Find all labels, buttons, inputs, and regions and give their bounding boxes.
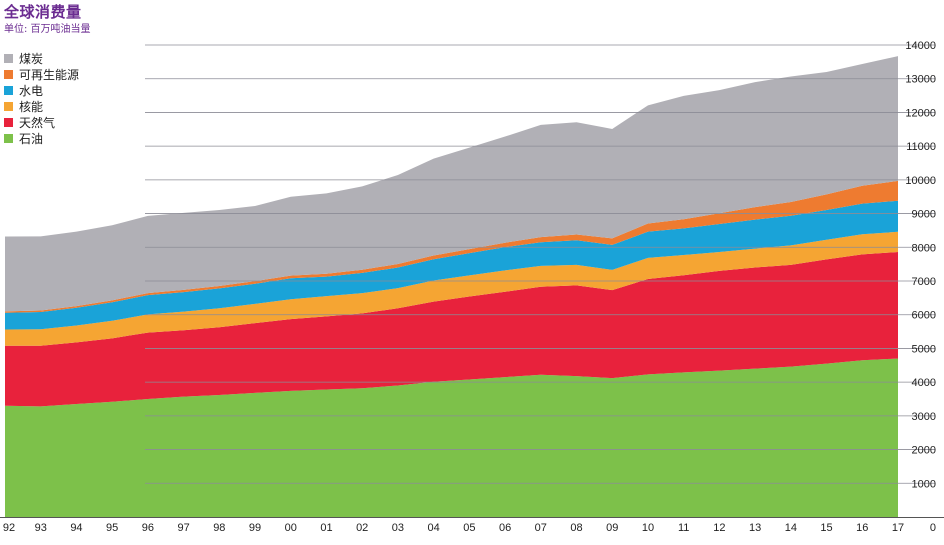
x-tick-label-14: 06 xyxy=(499,522,511,534)
y-tick-label-1: 1000 xyxy=(912,478,936,490)
legend-label-4: 天然气 xyxy=(19,115,55,130)
x-tick-label-15: 07 xyxy=(535,522,547,534)
y-tick-label-9: 9000 xyxy=(912,209,936,221)
y-axis-ticks: 0 1000 2000 3000 4000 5000 6000 7000 8000 9000 100… xyxy=(905,40,936,534)
chart-title: 全球消费量 xyxy=(4,3,82,21)
y-tick-label-3: 3000 xyxy=(912,411,936,423)
x-tick-label-8: 00 xyxy=(285,522,297,534)
y-tick-label-10: 10000 xyxy=(905,175,936,187)
legend-swatch-5 xyxy=(4,134,13,143)
legend-swatch-2 xyxy=(4,86,13,95)
chart-subtitle: 单位: 百万吨油当量 xyxy=(4,24,91,35)
x-tick-label-17: 09 xyxy=(606,522,618,534)
area-series-0 xyxy=(5,358,898,517)
x-tick-label-0: 92 xyxy=(3,522,15,534)
y-tick-label-8: 8000 xyxy=(912,242,936,254)
x-tick-label-11: 03 xyxy=(392,522,404,534)
x-tick-label-19: 11 xyxy=(678,522,689,534)
y-tick-label-13: 13000 xyxy=(905,74,936,86)
x-tick-label-5: 97 xyxy=(177,522,189,534)
x-tick-label-12: 04 xyxy=(428,522,440,534)
y-tick-label-6: 6000 xyxy=(912,310,936,322)
x-tick-label-24: 16 xyxy=(856,522,868,534)
x-tick-label-7: 99 xyxy=(249,522,261,534)
y-tick-label-5: 5000 xyxy=(912,343,936,355)
area-series-3 xyxy=(5,200,898,330)
x-tick-label-1: 93 xyxy=(35,522,47,534)
y-tick-label-12: 12000 xyxy=(905,107,936,119)
gridlines xyxy=(0,44,944,518)
x-tick-label-22: 14 xyxy=(785,522,797,534)
x-tick-label-9: 01 xyxy=(320,522,332,534)
legend-label-1: 可再生能源 xyxy=(19,68,79,82)
y-tick-label-4: 4000 xyxy=(912,377,936,389)
x-tick-label-3: 95 xyxy=(106,522,118,534)
y-tick-label-0: 0 xyxy=(930,522,936,534)
x-tick-label-25: 17 xyxy=(892,522,904,534)
legend-label-0: 煤炭 xyxy=(19,52,43,66)
legend-label-2: 水电 xyxy=(19,84,43,98)
area-layers xyxy=(5,56,898,517)
x-tick-label-23: 15 xyxy=(820,522,832,534)
y-tick-label-11: 11000 xyxy=(906,141,936,153)
y-tick-label-2: 2000 xyxy=(912,445,936,457)
x-tick-label-4: 96 xyxy=(142,522,154,534)
x-tick-label-16: 08 xyxy=(570,522,582,534)
x-tick-label-10: 02 xyxy=(356,522,368,534)
y-tick-label-14: 14000 xyxy=(905,40,936,52)
legend-swatch-0 xyxy=(4,54,13,63)
x-axis-ticks: 92 93 94 95 96 97 98 99 00 01 02 03 04 05 06 07 08 09 10 11… xyxy=(3,522,904,534)
x-tick-label-6: 98 xyxy=(213,522,225,534)
legend-label-5: 石油 xyxy=(19,132,43,146)
x-tick-label-2: 94 xyxy=(70,522,82,534)
legend-swatch-3 xyxy=(4,102,13,111)
area-series-2 xyxy=(5,231,898,346)
x-tick-label-21: 13 xyxy=(749,522,761,534)
y-tick-label-7: 7000 xyxy=(912,276,936,288)
legend-label-3: 核能 xyxy=(19,100,43,114)
area-series-1 xyxy=(5,252,898,407)
x-tick-label-13: 05 xyxy=(463,522,475,534)
x-tick-label-18: 10 xyxy=(642,522,654,534)
legend-swatch-1 xyxy=(4,70,13,79)
x-tick-label-20: 12 xyxy=(713,522,725,534)
legend-swatch-4 xyxy=(4,118,13,127)
